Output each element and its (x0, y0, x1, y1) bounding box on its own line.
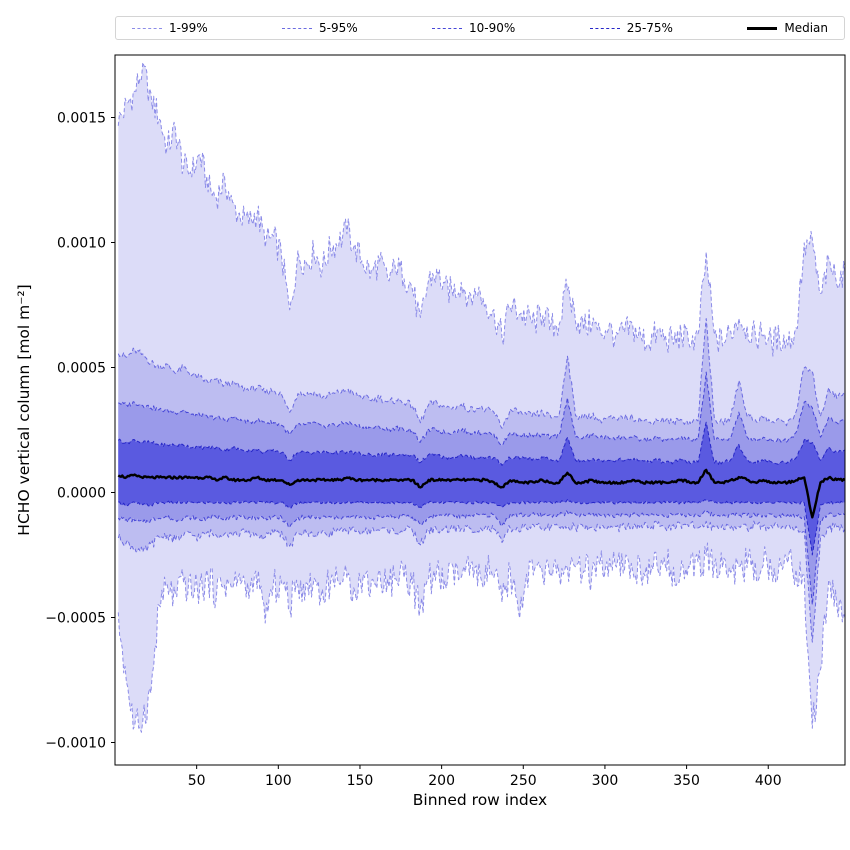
legend-line-swatch (132, 27, 162, 29)
percentile-line-p25 (118, 499, 845, 556)
y-tick-label: 0.0005 (57, 361, 106, 377)
legend-line-swatch (432, 27, 463, 29)
x-tick-label: 250 (510, 773, 537, 789)
axes-spines (114, 54, 846, 766)
percentile-line-p95 (117, 318, 845, 429)
y-tick-label: 0.0010 (57, 236, 106, 252)
x-tick-label: 50 (188, 773, 206, 789)
legend-label: 1-99% (169, 21, 208, 35)
legend-item: 10-90% (432, 21, 515, 35)
legend-label: Median (784, 21, 828, 35)
legend-line-swatch (282, 27, 313, 29)
x-tick-label: 400 (755, 773, 782, 789)
plot-area (117, 61, 845, 733)
y-tick-label: −0.0010 (45, 736, 106, 752)
percentile-line-p10 (117, 509, 845, 606)
legend-label: 10-90% (469, 21, 516, 35)
x-tick-label: 100 (265, 773, 292, 789)
percentile-line-p01 (117, 542, 845, 733)
y-tick-label: 0.0015 (57, 111, 106, 127)
y-tick-label: −0.0005 (45, 611, 106, 627)
legend-item: 1-99% (132, 21, 208, 35)
legend-line-swatch (747, 26, 778, 30)
legend-line-swatch (589, 27, 620, 29)
x-axis-label: Binned row index (412, 791, 548, 809)
legend-item: 5-95% (282, 21, 358, 35)
x-tick-label: 300 (592, 773, 619, 789)
legend-label: 25-75% (626, 21, 673, 35)
band-25-75% (118, 422, 845, 555)
legend-label: 5-95% (319, 21, 358, 35)
percentile-line-p05 (117, 520, 845, 643)
x-tick-label: 350 (673, 773, 700, 789)
median-line (117, 468, 845, 519)
legend: 1-99% 5-95% 10-90% 25-75% Median (115, 16, 845, 40)
percentile-line-p90 (118, 371, 845, 446)
legend-item: 25-75% (589, 21, 673, 35)
y-tick-label: 0.0000 (57, 486, 106, 502)
x-tick-label: 200 (428, 773, 455, 789)
band-1-99% (118, 62, 845, 733)
y-axis-label: HCHO vertical column [mol m⁻²] (15, 284, 33, 536)
legend-item: Median (747, 21, 828, 35)
percentile-line-p99 (117, 61, 845, 357)
x-tick-label: 150 (347, 773, 374, 789)
